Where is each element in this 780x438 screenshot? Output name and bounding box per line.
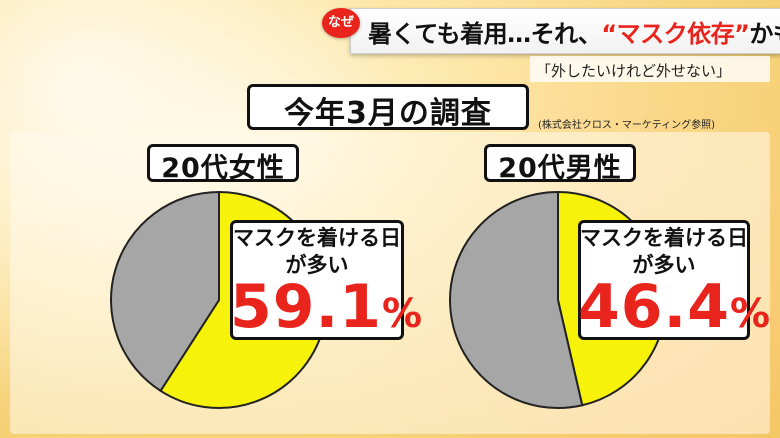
headline-bar: [350, 8, 780, 54]
value-male-number: 46.4: [578, 272, 731, 342]
subline-bar: [530, 56, 770, 82]
value-female-unit: %: [382, 291, 423, 337]
survey-title-box: [247, 84, 529, 130]
value-female: 59.1%: [230, 272, 422, 342]
headline-pre: 暑くても着用…それ、: [368, 20, 602, 48]
callout-male-line2: が多い: [632, 253, 696, 277]
group-label-male: 20代男性: [498, 153, 622, 184]
survey-title: 今年3月の調査: [284, 96, 492, 131]
headline-emphasis: “マスク依存”: [601, 20, 750, 48]
value-male-unit: %: [730, 291, 771, 337]
group-label-box-female: [147, 144, 299, 182]
naze-badge: なぜ: [322, 8, 360, 38]
value-female-number: 59.1: [230, 272, 383, 342]
callout-female-line2: が多い: [285, 253, 349, 277]
pie-slice-other: [110, 190, 220, 393]
callout-female: [230, 220, 404, 340]
group-label-box-male: [484, 144, 636, 182]
headline: 暑くても着用…それ、“マスク依存”かも: [368, 14, 780, 49]
source-note: (株式会社クロス・マーケティング参照): [538, 120, 716, 131]
headline-post: かも: [749, 20, 780, 48]
group-label-female: 20代女性: [161, 153, 285, 184]
value-male: 46.4%: [578, 272, 770, 342]
subline: 「外したいけれど外せない」: [536, 62, 732, 80]
callout-male: [578, 220, 750, 340]
callout-female-line1: マスクを着ける日: [233, 226, 401, 250]
pie-slice-other: [449, 190, 584, 409]
callout-male-line1: マスクを着ける日: [580, 226, 748, 250]
